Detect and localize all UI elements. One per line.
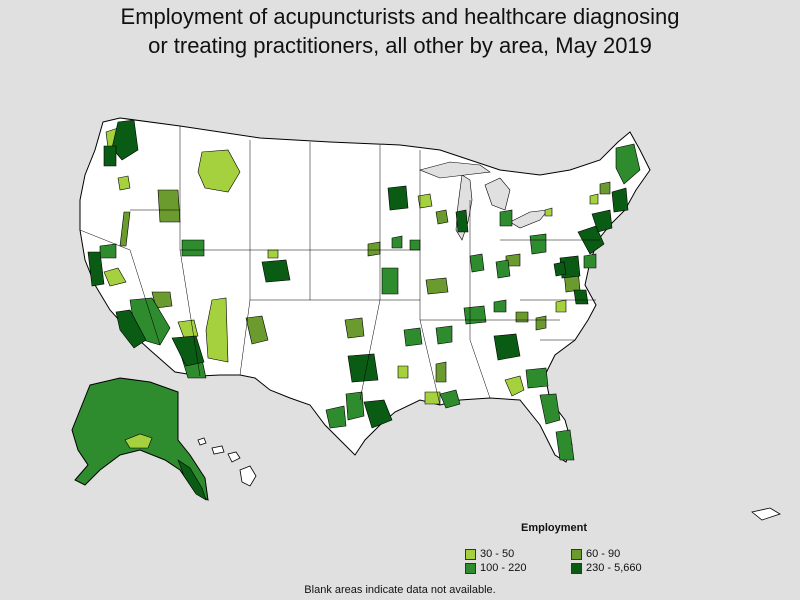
legend-label: 100 - 220	[480, 562, 527, 574]
puerto-rico	[751, 507, 781, 521]
legend-swatch	[571, 548, 582, 560]
alaska-panhandle-dark	[177, 459, 207, 501]
hawaii-islands	[197, 437, 257, 487]
legend-label: 230 - 5,660	[586, 562, 642, 574]
title-line-2: or treating practitioners, all other by …	[148, 33, 652, 58]
legend-item-30-50: 30 - 50	[465, 548, 514, 560]
legend-title: Employment	[521, 522, 588, 534]
areas-30-50	[103, 127, 599, 405]
lake-superior	[419, 161, 491, 179]
title-line-1: Employment of acupuncturists and healthc…	[120, 4, 680, 29]
legend-item-230-5660: 230 - 5,660	[571, 562, 642, 574]
legend-label: 30 - 50	[480, 548, 515, 560]
legend-swatch	[465, 548, 476, 560]
state-lines	[79, 126, 600, 406]
map-title: Employment of acupuncturists and healthc…	[0, 2, 800, 60]
alaska-area-light	[124, 433, 153, 449]
footnote: Blank areas indicate data not available.	[304, 584, 496, 596]
legend-item-100-220: 100 - 220	[465, 562, 526, 574]
legend-swatch	[571, 562, 582, 574]
areas-230-5660	[87, 119, 629, 429]
lake-huron	[484, 177, 511, 211]
legend-item-60-90: 60 - 90	[571, 548, 620, 560]
legend-label: 60 - 90	[586, 548, 621, 560]
legend-swatch	[465, 562, 476, 574]
areas-100-220	[99, 143, 641, 461]
lake-erie	[509, 209, 549, 229]
